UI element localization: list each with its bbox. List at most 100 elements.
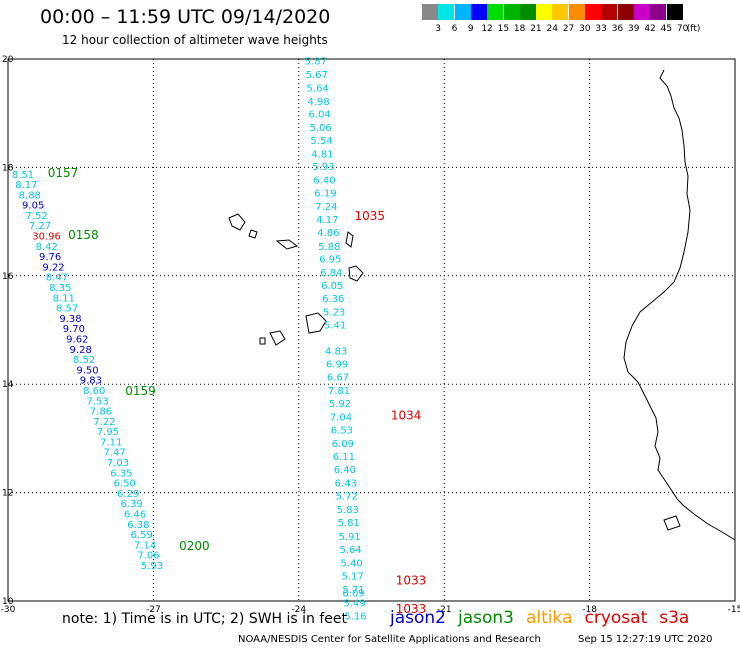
colorbar-label: 45 [660, 24, 673, 34]
wave-height-label: 7.81 [328, 386, 350, 397]
wave-height-label: 5.92 [329, 399, 351, 410]
legend-jason3: jason3 [458, 608, 514, 628]
colorbar-label: 21 [530, 24, 542, 34]
coastline-africa [623, 69, 736, 541]
wave-height-label: 9.62 [66, 334, 88, 345]
wave-height-label: 7.04 [330, 413, 352, 424]
wave-height-label: 5.72 [336, 492, 358, 503]
wave-height-label: 7.47 [103, 448, 125, 459]
wave-height-label: 7.27 [29, 221, 51, 232]
wave-height-label: 8.52 [73, 355, 95, 366]
wave-height-label: 7.03 [107, 458, 129, 469]
x-tick-label: -27 [146, 605, 161, 615]
colorbar-swatch [422, 4, 438, 20]
legend-jason2: jason2 [390, 608, 446, 628]
wave-height-label: 6.36 [322, 294, 344, 305]
colorbar-swatch [633, 4, 650, 20]
wave-height-label: 7.11 [100, 437, 122, 448]
colorbar-label: 6 [451, 24, 458, 34]
wave-height-label: 30.96 [32, 231, 61, 242]
legend-s3a: s3a [659, 608, 690, 628]
y-tick-label: 16 [2, 272, 14, 282]
wave-height-label: 7.22 [93, 417, 115, 428]
time-label: 0157 [48, 166, 79, 180]
wave-height-label: 5.91 [339, 532, 361, 543]
colorbar-label: 18 [513, 24, 526, 34]
wave-height-label: 5.83 [337, 505, 359, 516]
colorbar-label: 3 [435, 24, 441, 34]
wave-height-label: 5.41 [324, 320, 346, 331]
wave-height-label: 8.51 [12, 170, 34, 181]
wave-height-label: 6.84 [320, 268, 342, 279]
wave-height-label: 7.24 [315, 202, 337, 213]
y-tick-label: 14 [2, 380, 14, 390]
time-label: 1035 [355, 209, 386, 223]
island-cape-verde-2 [248, 229, 258, 239]
colorbar-unit: (ft) [686, 24, 701, 34]
wave-height-label: 8.11 [53, 293, 75, 304]
wave-height-label: 6.59 [131, 530, 153, 541]
legend-cryosat: cryosat [584, 608, 648, 628]
wave-height-label: 6.95 [319, 254, 341, 265]
wave-height-label: 5.06 [309, 123, 331, 134]
colorbar-swatch [552, 4, 569, 20]
time-label: 0159 [125, 384, 156, 398]
island-bijagos [663, 515, 681, 531]
island-cape-verde-7 [259, 337, 266, 345]
wave-height-label: 7.95 [97, 427, 119, 438]
time-label: 1033 [396, 602, 427, 616]
wave-height-label: 6.04 [308, 110, 330, 121]
colorbar-swatch [487, 4, 504, 20]
wave-height-label: 8.57 [56, 304, 78, 315]
wave-height-label: 7.53 [87, 396, 109, 407]
colorbar-label: 42 [644, 24, 656, 34]
wave-height-label: 8.47 [46, 273, 68, 284]
wave-height-label: 5.93 [312, 162, 334, 173]
wave-height-label: 9.76 [39, 252, 61, 263]
wave-height-label: 6.43 [335, 479, 357, 490]
wave-height-label: 6.11 [333, 452, 355, 463]
wave-height-label: 5.67 [306, 70, 328, 81]
wave-height-label: 6.09 [342, 589, 364, 600]
wave-height-label: 9.28 [70, 345, 92, 356]
wave-height-label: 7.86 [90, 407, 112, 418]
colorbar-label: 27 [562, 24, 575, 34]
wave-height-label: 4.83 [325, 346, 347, 357]
chart-subtitle: 12 hour collection of altimeter wave hei… [62, 33, 328, 47]
colorbar-label: 33 [595, 24, 607, 34]
wave-height-label: 6.09 [332, 439, 354, 450]
time-label: 1033 [396, 574, 427, 588]
wave-height-label: 8.60 [83, 386, 105, 397]
footnote: note: 1) Time is in UTC; 2) SWH is in fe… [62, 611, 348, 627]
y-tick-label: 10 [2, 597, 14, 607]
wave-height-label: 8.42 [36, 242, 58, 253]
island-cape-verde-4 [345, 231, 354, 248]
wave-height-label: 5.54 [310, 136, 332, 147]
grid-lines [8, 59, 735, 601]
x-tick-label: -24 [291, 605, 306, 615]
wave-height-label: 9.05 [22, 201, 44, 212]
colorbar-label: 30 [579, 24, 591, 34]
wave-height-label: 6.40 [313, 176, 335, 187]
wave-height-label: 5.49 [343, 598, 365, 609]
x-tick-label: -21 [437, 605, 452, 615]
colorbar-swatch [585, 4, 601, 20]
wave-height-label: 5.16 [344, 611, 366, 622]
data-marks: 5.875.675.644.986.045.065.544.815.936.40… [12, 56, 426, 622]
wave-height-label: 4.81 [311, 150, 333, 161]
wave-height-label: 8.88 [19, 190, 41, 201]
colorbar-label: 36 [611, 24, 624, 34]
y-tick-label: 20 [2, 55, 14, 65]
wave-height-label: 5.17 [341, 571, 363, 582]
wave-height-label: 9.50 [76, 365, 98, 376]
colorbar-swatch [650, 4, 667, 20]
generation-timestamp: Sep 15 12:27:19 UTC 2020 [578, 634, 713, 645]
y-tick-label: 18 [2, 163, 14, 173]
wave-height-label: 6.46 [124, 510, 146, 521]
wave-height-label: 7.06 [137, 551, 159, 562]
colorbar-swatch [568, 4, 585, 20]
satellite-legend: jason2 jason3 altika cryosat s3a [390, 608, 701, 628]
x-tick-label: -15 [728, 605, 740, 615]
wave-height-label: 5.88 [318, 242, 340, 253]
wave-height-label: 5.64 [307, 84, 329, 95]
